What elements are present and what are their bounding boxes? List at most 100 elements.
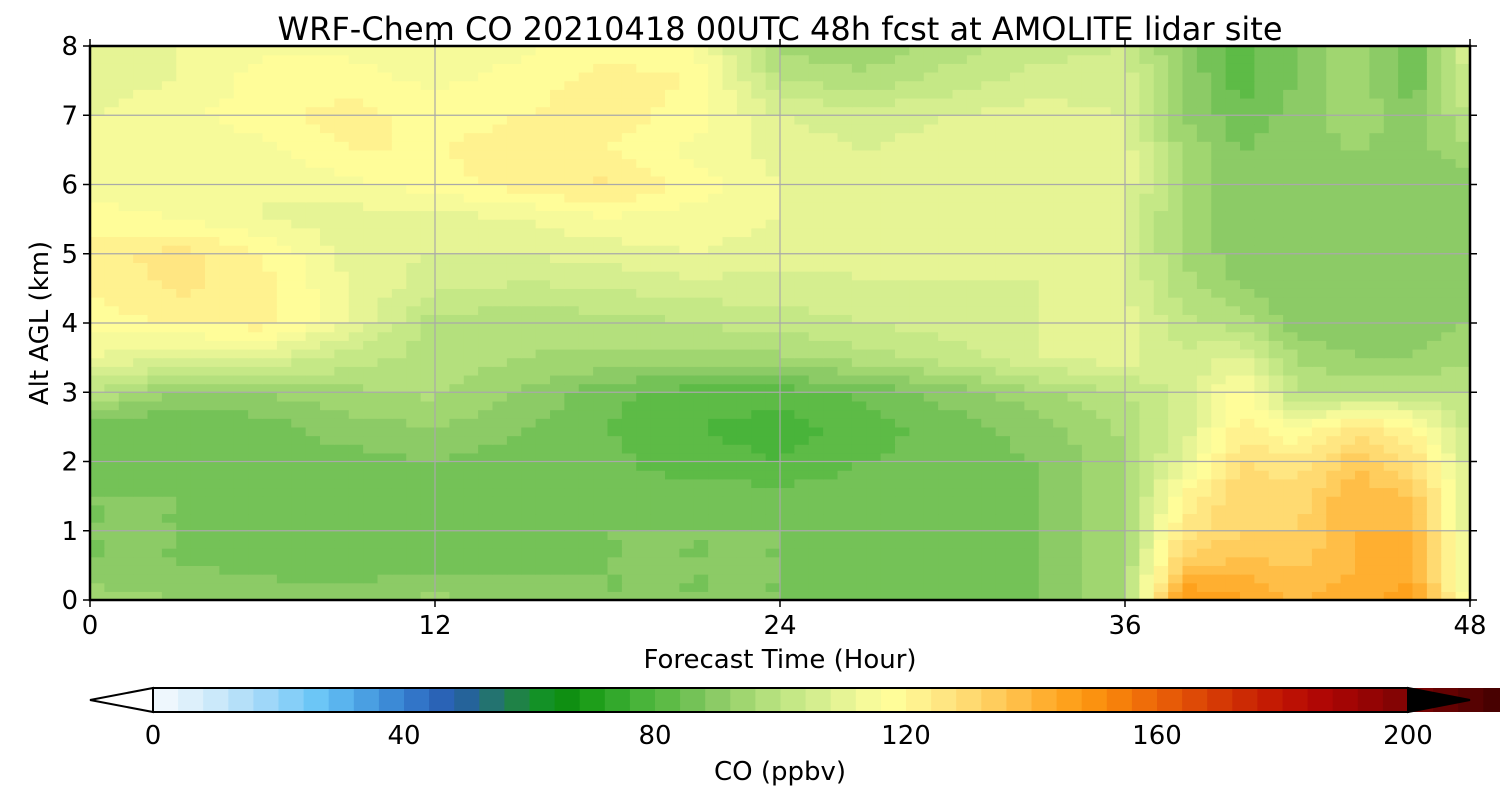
field-cell — [147, 271, 163, 281]
field-cell — [1010, 175, 1025, 186]
field-cell — [650, 548, 666, 558]
field-cell — [233, 357, 249, 367]
field-cell — [981, 400, 997, 411]
field-cell — [535, 461, 551, 471]
field-cell — [593, 158, 609, 168]
field-cell — [995, 444, 1011, 454]
field-cell — [104, 400, 120, 411]
field-cell — [1326, 366, 1342, 376]
field-cell — [1096, 452, 1112, 463]
field-cell — [679, 158, 695, 168]
field-cell — [219, 409, 235, 419]
field-cell — [1340, 409, 1356, 419]
field-cell — [621, 184, 637, 194]
field-cell — [1225, 444, 1241, 454]
field-cell — [650, 496, 666, 506]
field-cell — [880, 149, 896, 160]
field-cell — [463, 435, 479, 445]
field-cell — [1010, 149, 1025, 160]
field-cell — [406, 340, 422, 350]
field-cell — [636, 478, 652, 489]
field-cell — [377, 253, 393, 264]
field-cell — [334, 582, 350, 592]
field-cell — [1441, 253, 1457, 264]
field-cell — [751, 323, 767, 333]
field-cell — [1024, 201, 1040, 212]
field-cell — [866, 297, 882, 307]
field-cell — [1455, 288, 1471, 298]
field-cell — [1125, 210, 1140, 220]
field-cell — [665, 245, 680, 255]
field-cell — [1441, 556, 1457, 566]
field-cell — [535, 184, 551, 194]
field-cell — [449, 253, 465, 264]
field-cell — [1240, 470, 1255, 480]
field-cell — [478, 201, 494, 212]
field-cell — [880, 548, 896, 558]
field-cell — [1297, 383, 1313, 393]
field-cell — [866, 175, 882, 186]
field-cell — [1024, 253, 1040, 264]
field-cell — [1340, 487, 1356, 497]
field-cell — [693, 409, 709, 419]
field-cell — [205, 175, 220, 186]
field-cell — [1067, 530, 1083, 541]
field-cell — [492, 314, 508, 324]
field-cell — [176, 167, 192, 177]
field-cell — [276, 426, 292, 437]
field-cell — [1168, 452, 1184, 463]
field-cell — [1398, 539, 1414, 549]
field-cell — [636, 158, 652, 168]
field-cell — [1168, 591, 1184, 601]
field-cell — [1053, 331, 1069, 341]
field-cell — [895, 175, 910, 186]
field-cell — [219, 548, 235, 558]
field-cell — [923, 374, 939, 385]
field-cell — [1153, 418, 1169, 428]
field-cell — [161, 167, 177, 177]
field-cell — [880, 470, 896, 480]
field-cell — [1311, 184, 1327, 194]
field-cell — [550, 591, 565, 601]
field-cell — [722, 184, 738, 194]
field-cell — [463, 193, 479, 203]
field-cell — [981, 323, 997, 333]
field-cell — [320, 262, 335, 272]
field-cell — [1038, 279, 1054, 289]
field-cell — [406, 357, 422, 367]
field-cell — [90, 210, 105, 220]
field-cell — [449, 461, 465, 471]
field-cell — [578, 522, 594, 532]
field-cell — [952, 418, 968, 428]
field-cell — [1139, 348, 1155, 359]
field-cell — [1153, 227, 1169, 238]
field-cell — [1196, 461, 1212, 471]
field-cell — [564, 262, 580, 272]
field-cell — [1139, 175, 1155, 186]
field-cell — [118, 193, 134, 203]
field-cell — [1024, 210, 1040, 220]
field-cell — [478, 418, 494, 428]
field-cell — [1455, 435, 1471, 445]
field-cell — [1254, 409, 1270, 419]
field-cell — [1383, 496, 1399, 506]
field-cell — [1455, 219, 1471, 229]
field-cell — [665, 400, 680, 411]
field-cell — [535, 522, 551, 532]
field-cell — [665, 271, 680, 281]
field-cell — [736, 271, 752, 281]
field-cell — [1182, 470, 1198, 480]
field-cell — [593, 219, 609, 229]
field-cell — [1010, 193, 1025, 203]
field-cell — [564, 409, 580, 419]
field-cell — [693, 504, 709, 515]
field-cell — [1355, 574, 1370, 584]
field-cell — [1110, 340, 1126, 350]
field-cell — [1297, 219, 1313, 229]
field-cell — [679, 513, 695, 523]
field-cell — [1297, 452, 1313, 463]
field-cell — [1153, 582, 1169, 592]
field-cell — [938, 582, 954, 592]
field-cell — [334, 201, 350, 212]
field-cell — [449, 279, 465, 289]
